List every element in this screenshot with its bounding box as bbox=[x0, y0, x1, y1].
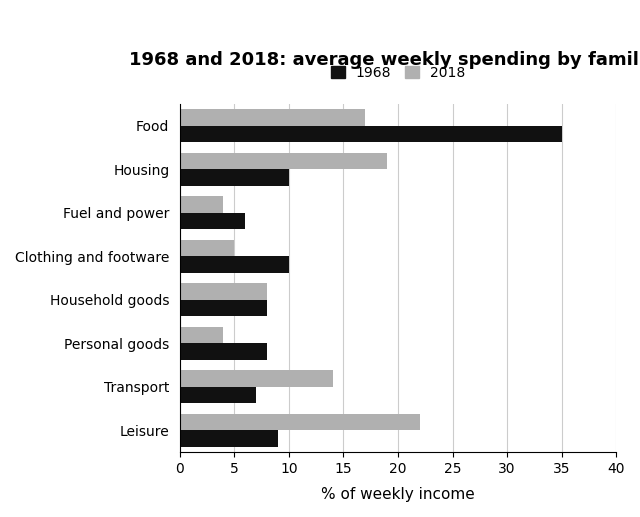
Bar bbox=[180, 327, 223, 343]
Bar bbox=[180, 431, 278, 447]
Bar bbox=[180, 283, 267, 300]
Bar bbox=[180, 387, 256, 403]
X-axis label: % of weekly income: % of weekly income bbox=[321, 487, 475, 502]
Bar bbox=[180, 109, 365, 126]
Bar bbox=[180, 126, 562, 142]
Bar bbox=[180, 240, 234, 256]
Title: 1968 and 2018: average weekly spending by families: 1968 and 2018: average weekly spending b… bbox=[129, 51, 640, 69]
Bar bbox=[180, 170, 289, 186]
Bar bbox=[180, 153, 387, 170]
Bar bbox=[180, 213, 245, 230]
Bar bbox=[180, 196, 223, 213]
Bar bbox=[180, 343, 267, 360]
Bar bbox=[180, 414, 420, 431]
Bar bbox=[180, 300, 267, 316]
Legend: 1968, 2018: 1968, 2018 bbox=[331, 66, 465, 80]
Bar bbox=[180, 370, 333, 387]
Bar bbox=[180, 256, 289, 273]
